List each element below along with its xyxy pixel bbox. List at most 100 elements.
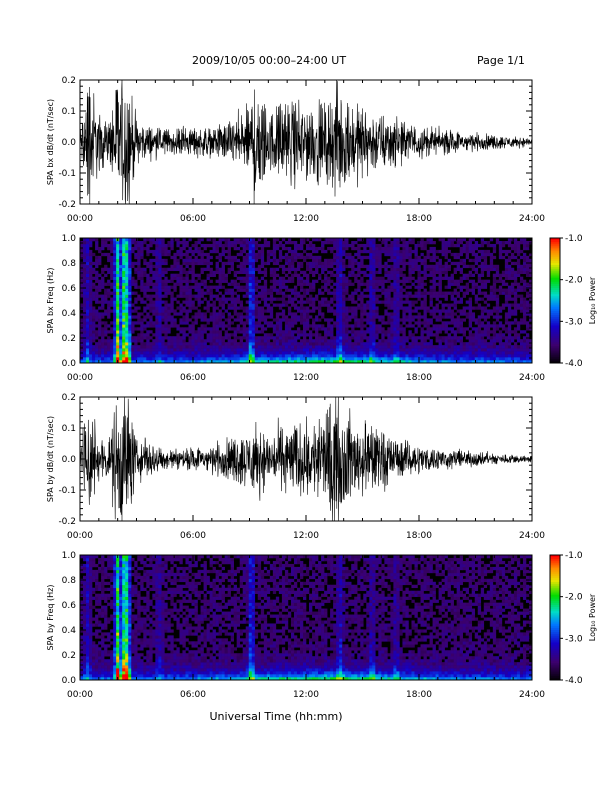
spectrogram-cell: [405, 249, 409, 254]
spectrogram-cell: [498, 273, 503, 277]
spectrogram-cell: [296, 291, 301, 295]
spectrogram-cell: [435, 333, 439, 337]
spectrogram-cell: [164, 261, 168, 266]
spectrogram-cell: [510, 309, 515, 313]
spectrogram-cell: [236, 300, 240, 304]
spectrogram-cell: [86, 255, 90, 260]
spectrogram-cell: [176, 333, 180, 337]
spectrogram-cell: [287, 318, 292, 322]
spectrogram-cell: [339, 249, 343, 254]
spectrogram-cell: [513, 309, 518, 313]
spectrogram-cell: [215, 321, 219, 325]
spectrogram-cell: [357, 243, 361, 248]
spectrogram-cell: [396, 360, 400, 364]
spectrogram-cell: [501, 270, 506, 275]
spectrogram-cell: [119, 312, 123, 316]
spectrogram-cell: [290, 279, 295, 283]
spectrogram-cell: [402, 348, 406, 352]
spectrogram-cell: [296, 306, 301, 310]
spectrogram-cell: [188, 303, 192, 307]
spectrogram-cell: [519, 303, 524, 307]
spectrogram-cell: [522, 252, 527, 257]
spectrogram-cell: [149, 315, 153, 319]
spectrogram-cell: [272, 249, 277, 254]
spectrogram-cell: [302, 333, 307, 337]
spectrogram-cell: [408, 330, 412, 334]
spectrogram-cell: [390, 342, 394, 346]
spectrogram-cell: [420, 258, 424, 263]
spectrogram-cell: [381, 264, 385, 269]
spectrogram-cell: [354, 357, 358, 361]
spectrogram-cell: [119, 306, 123, 310]
spectrogram-cell: [119, 339, 123, 343]
spectrogram-cell: [260, 339, 265, 343]
spectrogram-cell: [327, 321, 331, 325]
spectrogram-cell: [233, 279, 237, 283]
spectrogram-cell: [266, 339, 271, 343]
spectrogram-cell: [293, 249, 298, 254]
spectrogram-cell: [465, 345, 470, 349]
spectrogram-cell: [522, 258, 527, 263]
spectrogram-cell: [194, 336, 198, 340]
spectrogram-cell: [387, 249, 391, 254]
spectrogram-cell: [375, 261, 379, 266]
spectrogram-cell: [324, 264, 328, 269]
spectrogram-cell: [351, 255, 355, 260]
spectrogram-cell: [366, 321, 370, 325]
spectrogram-cell: [89, 318, 93, 322]
spectrogram-cell: [239, 279, 244, 283]
spectrogram-cell: [519, 357, 524, 361]
spectrogram-cell: [98, 273, 102, 277]
spectrogram-cell: [477, 345, 482, 349]
spectrogram-cell: [83, 330, 87, 334]
spectrogram-cell: [348, 279, 352, 283]
spectrogram-cell: [324, 288, 328, 292]
spectrogram-cell: [522, 357, 527, 361]
spectrogram-cell: [293, 315, 298, 319]
spectrogram-cell: [507, 330, 512, 334]
spectrogram-cell: [143, 285, 147, 289]
spectrogram-cell: [429, 345, 433, 349]
spectrogram-cell: [182, 327, 186, 331]
spectrogram-cell: [468, 306, 473, 310]
colorbar-segment: [550, 348, 560, 351]
spectrogram-cell: [140, 357, 144, 361]
spectrogram-cell: [471, 264, 476, 269]
spectrogram-cell: [170, 336, 174, 340]
spectrogram-cell: [378, 294, 382, 298]
spectrogram-cell: [209, 261, 213, 266]
spectrogram-cell: [281, 238, 286, 242]
spectrogram-cell: [432, 360, 436, 364]
spectrogram-cell: [522, 270, 527, 275]
spectrogram-cell: [128, 333, 132, 337]
spectrogram-cell: [125, 282, 129, 286]
spectrogram-cell: [152, 342, 156, 346]
spectrogram-cell: [98, 279, 102, 283]
spectrogram-cell: [191, 354, 195, 358]
spectrogram-cell: [378, 315, 382, 319]
spectrogram-cell: [330, 246, 334, 251]
spectrogram-cell: [152, 238, 156, 242]
spectrogram-cell: [137, 336, 141, 340]
spectrogram-cell: [474, 261, 479, 266]
spectrogram-cell: [191, 348, 195, 352]
spectrogram-cell: [251, 333, 256, 337]
spectrogram-cell: [459, 324, 463, 328]
spectrogram-cell: [299, 345, 304, 349]
spectrogram-cell: [197, 297, 201, 301]
spectrogram-cell: [312, 243, 316, 248]
spectrogram-cell: [122, 238, 126, 242]
spectrogram-cell: [278, 348, 283, 352]
spectrogram-cell: [489, 342, 494, 346]
spectrogram-cell: [173, 255, 177, 260]
spectrogram-cell: [242, 249, 247, 254]
spectrogram-cell: [321, 297, 325, 301]
spectrogram-cell: [263, 342, 268, 346]
spectrogram-cell: [423, 360, 427, 364]
spectrogram-cell: [522, 306, 527, 310]
spectrogram-cell: [137, 333, 141, 337]
spectrogram-cell: [302, 288, 307, 292]
spectrogram-cell: [381, 342, 385, 346]
spectrogram-cell: [453, 270, 457, 275]
spectrogram-cell: [513, 312, 518, 316]
